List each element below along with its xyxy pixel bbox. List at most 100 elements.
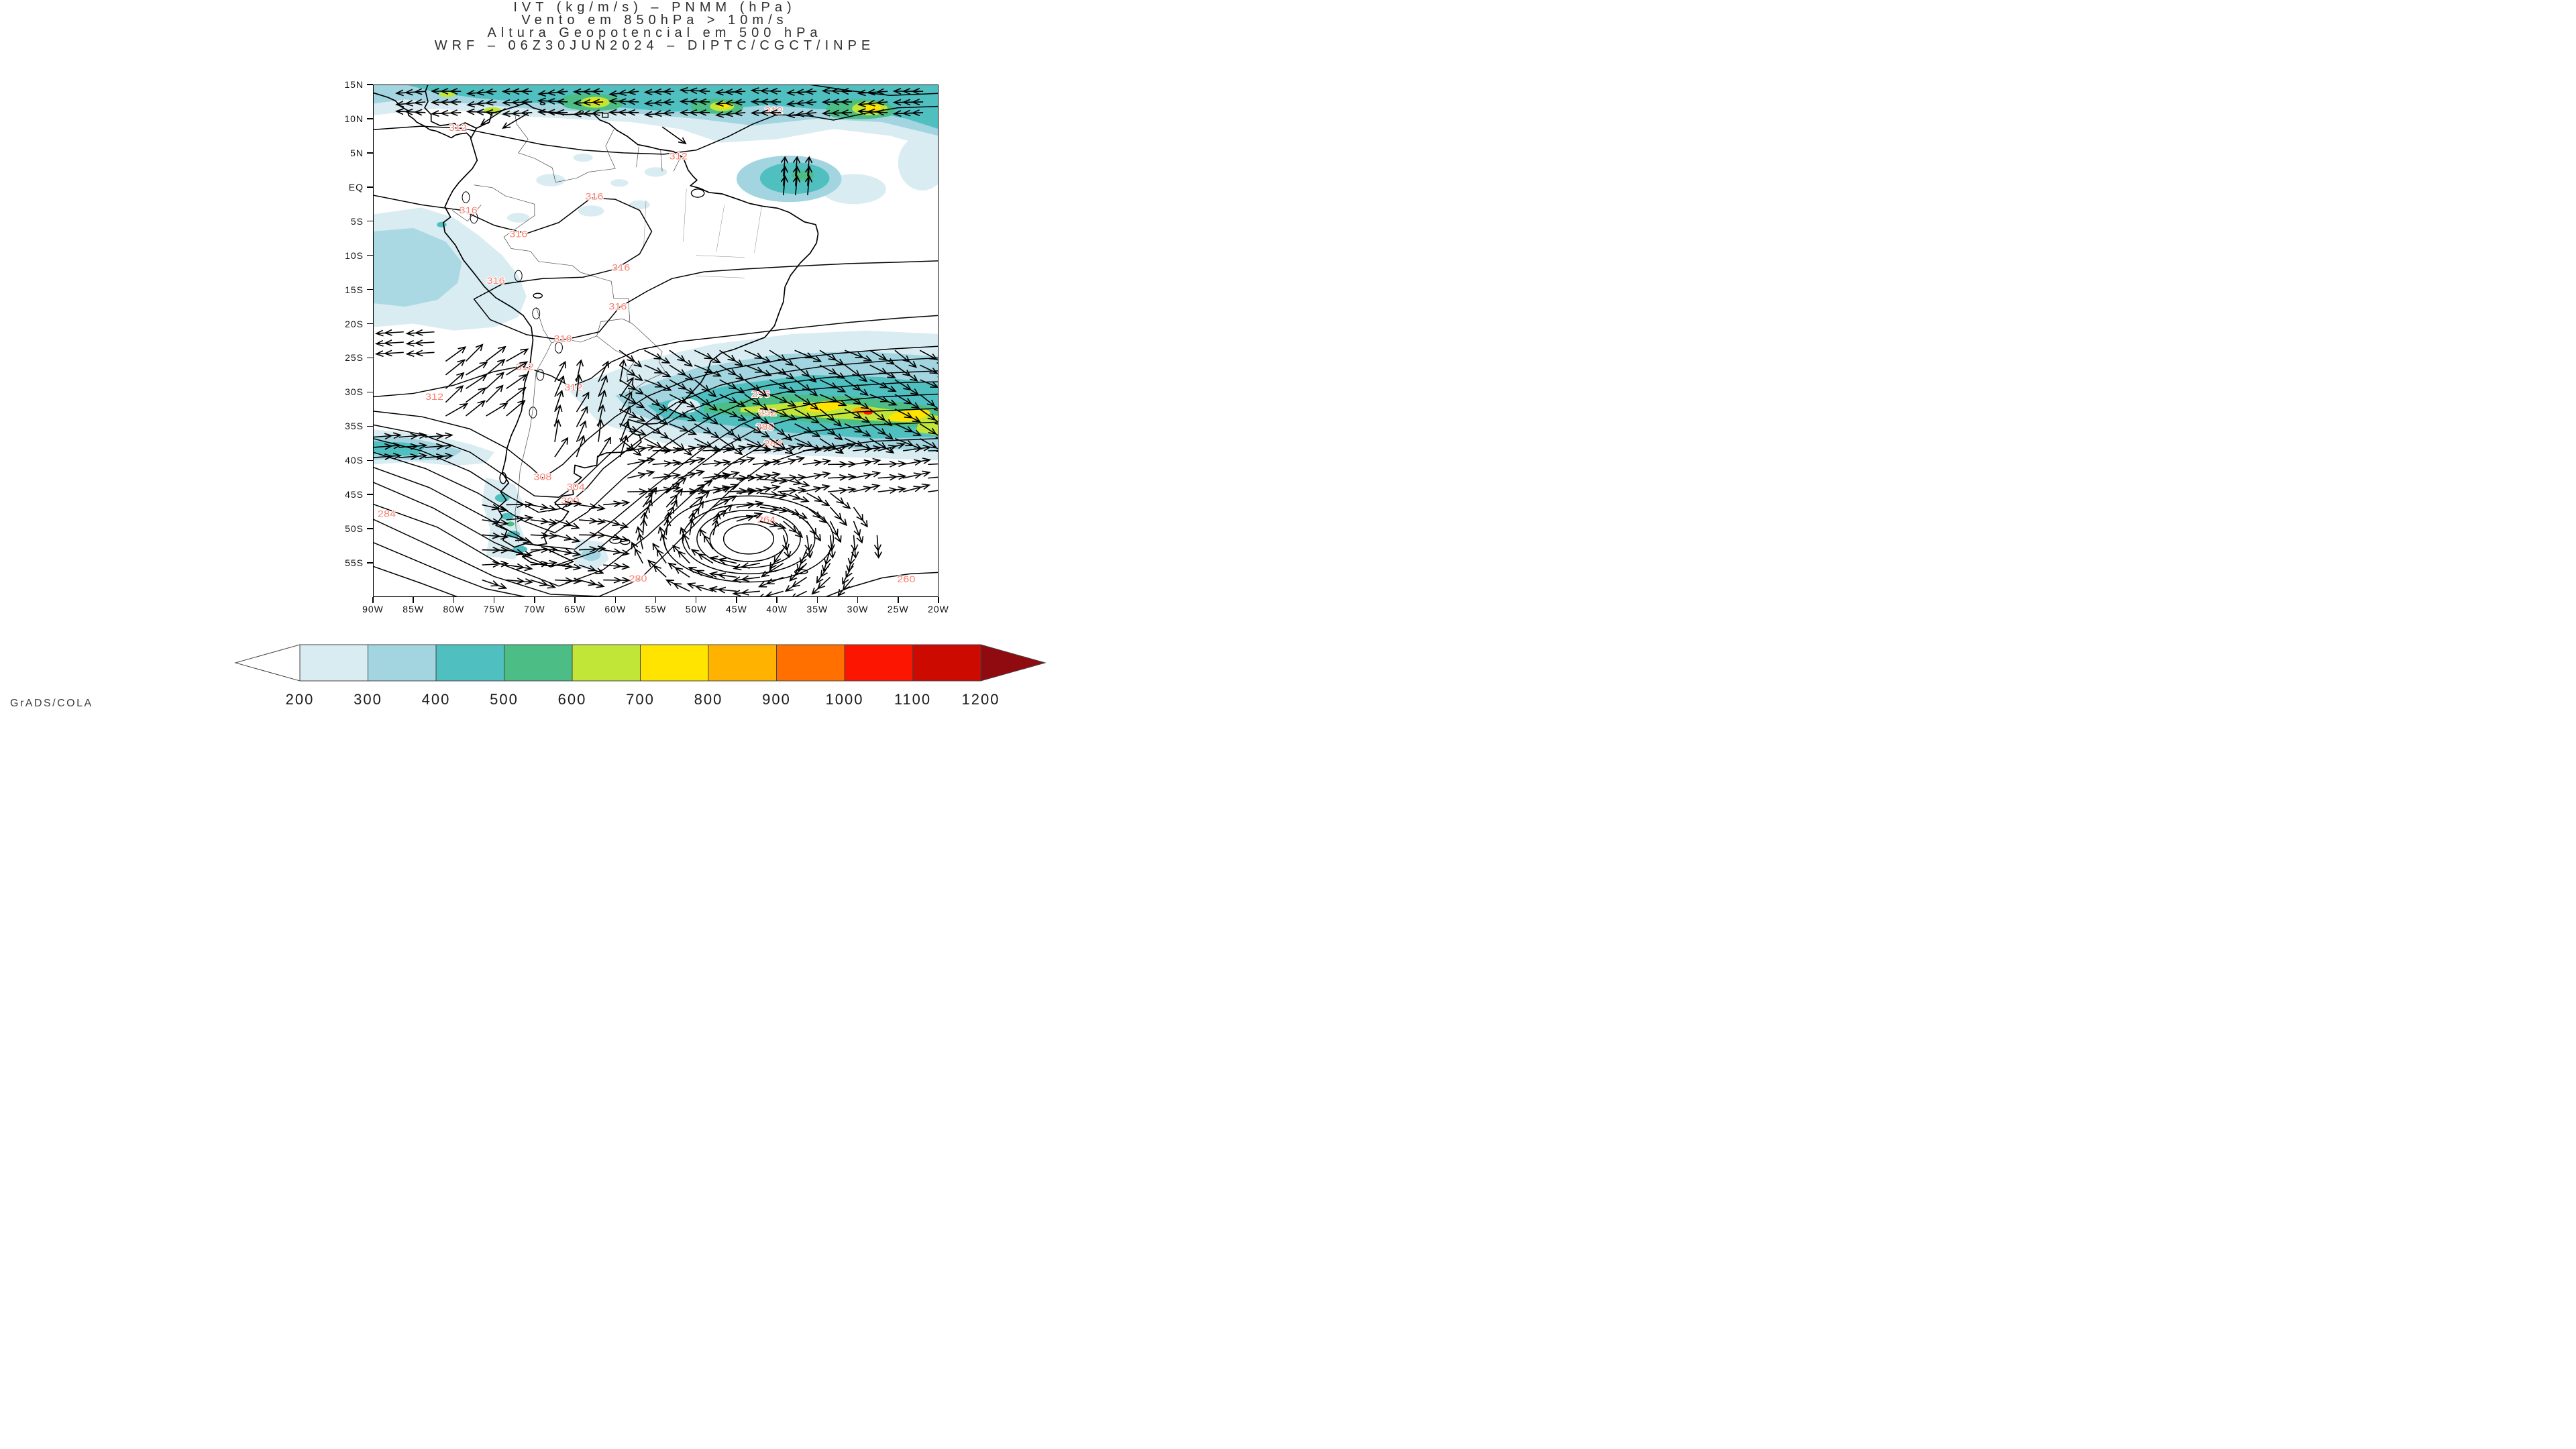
lat-tick	[367, 118, 373, 119]
lat-tick-label: 15N	[344, 79, 364, 90]
lon-tick-label: 75W	[483, 604, 505, 614]
lat-tick-label: 10N	[344, 113, 364, 124]
colorbar-tick-label: 1200	[962, 691, 1000, 708]
colorbar-tick-label: 500	[490, 691, 519, 708]
lon-tick-label: 90W	[362, 604, 384, 614]
lon-tick-label: 20W	[928, 604, 949, 614]
contour-label: 316	[553, 334, 572, 345]
wind-arrow-system-left-westerly-jet-38s	[373, 433, 452, 460]
lat-tick-label: 5S	[350, 215, 364, 227]
lat-tick	[367, 323, 373, 325]
wind-arrow-system-argentina-northerly-feed	[554, 360, 633, 457]
lat-tick	[367, 494, 373, 495]
lat-tick-label: 45S	[345, 489, 364, 500]
lon-tick	[493, 597, 495, 603]
borders-layer	[452, 111, 761, 543]
contour-label: 312	[425, 392, 443, 402]
colorbar-tick-label: 800	[694, 691, 723, 708]
lat-tick-label: 20S	[345, 318, 364, 329]
wind-arrow-system-tropical-easterlies	[396, 87, 923, 117]
lat-tick	[367, 220, 373, 222]
geopotential-contours-layer	[373, 85, 938, 597]
contour-label: 284	[378, 508, 396, 519]
lon-tick	[736, 597, 737, 603]
lon-tick	[534, 597, 535, 603]
lon-tick	[614, 597, 616, 603]
lat-tick-label: 10S	[345, 250, 364, 261]
grads-watermark: GrADS/COLA	[10, 698, 93, 709]
lat-tick	[367, 152, 373, 154]
contour-label: 316	[612, 263, 630, 274]
andes-terrain-marks	[462, 192, 562, 418]
lat-tick-label: 40S	[345, 455, 364, 466]
lon-tick-label: 55W	[645, 604, 667, 614]
ivt-shading-layer	[373, 85, 938, 572]
contour-label: 280	[629, 574, 647, 584]
contour-label: 260	[897, 574, 915, 585]
contour-label: 316	[608, 302, 627, 313]
lon-tick-label: 25W	[887, 604, 909, 614]
lon-tick-label: 65W	[564, 604, 586, 614]
colorbar-over-arrow	[980, 644, 1046, 682]
lat-tick-label: 55S	[345, 557, 364, 569]
map-area: 312 312 312 316 316 316 316 316 316 316 312 312 312 3…	[373, 85, 938, 597]
lat-tick	[367, 425, 373, 427]
colorbar-tick-label: 300	[354, 691, 382, 708]
colorbar-segment	[299, 644, 368, 682]
colorbar-tick-label: 1000	[826, 691, 864, 708]
contour-label: 264	[757, 515, 775, 526]
lon-tick-label: 70W	[523, 604, 545, 614]
colorbar-tick-label: 200	[286, 691, 315, 708]
lat-tick	[367, 288, 373, 290]
wind-arrow-system-peru-coast-northeasterly	[445, 345, 527, 416]
lon-tick-label: 35W	[806, 604, 828, 614]
plot-title-model-run: WRF – 06Z30JUN2024 – DIPTC/CGCT/INPE	[434, 38, 875, 53]
lon-tick	[857, 597, 859, 603]
colorbar-segment	[844, 644, 913, 682]
map-svg: 3123123123163163163163163163163123123123…	[373, 85, 938, 597]
contour-label: 312	[564, 382, 582, 393]
contour-label: 312	[516, 362, 534, 372]
lon-tick	[776, 597, 777, 603]
lon-tick	[898, 597, 899, 603]
colorbar-segment	[504, 644, 573, 682]
lat-tick	[367, 460, 373, 462]
wind-arrow-system-pacific-easterlies-20s	[373, 330, 435, 357]
wind-arrow-system-equator-northerly-cluster	[781, 157, 812, 195]
lon-tick-label: 60W	[604, 604, 627, 614]
contour-label: 312	[449, 123, 467, 133]
lon-tick-label: 45W	[726, 604, 747, 614]
colorbar-segment	[776, 644, 845, 682]
contour-label: 316	[509, 229, 527, 240]
lat-tick	[367, 562, 373, 564]
colorbar-segment	[572, 644, 641, 682]
colorbar-under-arrow	[234, 644, 301, 682]
contour-label: 308	[533, 472, 551, 482]
colorbar-segment	[435, 644, 504, 682]
lon-tick-label: 50W	[685, 604, 707, 614]
colorbar-tick-label: 600	[558, 691, 587, 708]
contour-label: 284	[764, 439, 782, 449]
wind-arrow-system-atlantic-cyclone	[632, 472, 882, 597]
lon-tick	[655, 597, 657, 603]
lon-tick	[372, 597, 374, 603]
contour-label: 316	[460, 205, 478, 216]
title-block: IVT (kg/m/s) – PNMM (hPa) Vento em 850hP…	[313, 1, 997, 52]
colorbar-segment	[912, 644, 981, 682]
lat-tick-label: 30S	[345, 386, 364, 398]
lon-tick-label: 80W	[443, 604, 465, 614]
colorbar-segment	[640, 644, 709, 682]
colorbar-tick-label: 700	[626, 691, 655, 708]
lat-tick-label: 15S	[345, 284, 364, 295]
lon-tick	[938, 597, 939, 603]
lon-tick	[574, 597, 576, 603]
grads-plot-page: IVT (kg/m/s) – PNMM (hPa) Vento em 850hP…	[0, 0, 1288, 724]
lat-tick	[367, 391, 373, 393]
contour-label: 316	[585, 192, 603, 203]
wind-arrows-layer	[373, 87, 938, 597]
wind-arrow-system-caribbean-inflow	[481, 109, 686, 144]
contour-label: 316	[486, 276, 504, 286]
coastline-layer	[373, 85, 818, 574]
colorbar-segment	[708, 644, 777, 682]
colorbar-tick-label: 900	[762, 691, 791, 708]
